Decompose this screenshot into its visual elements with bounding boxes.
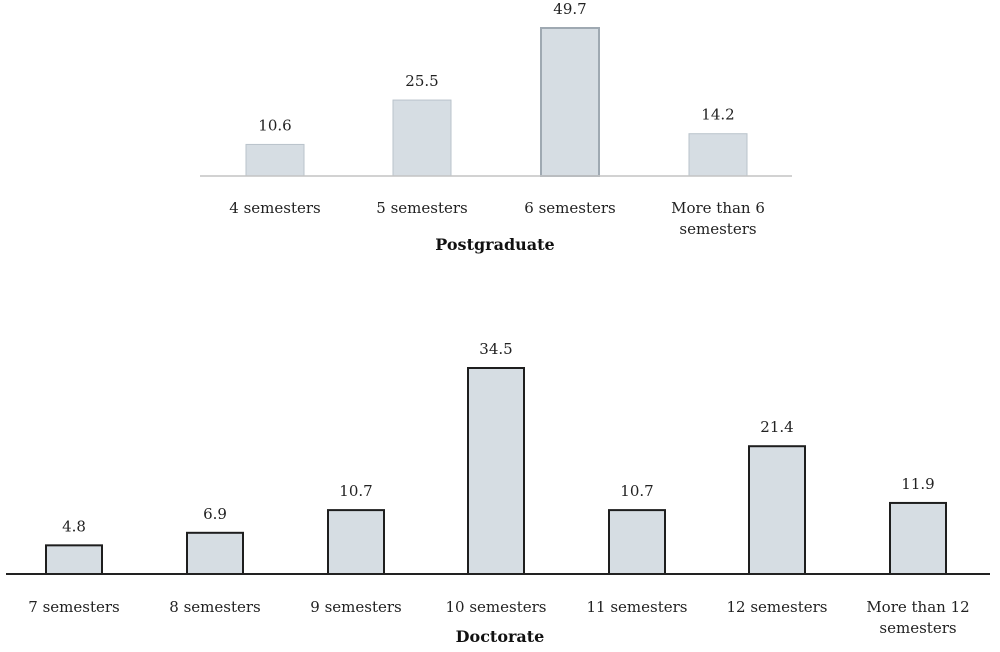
doctorate-value-label-2: 6.9	[203, 505, 227, 523]
doctorate-value-label-3: 10.7	[339, 482, 372, 500]
doctorate-value-label-6: 21.4	[760, 418, 793, 436]
doctorate-category-label-7: More than 12 semesters	[866, 598, 969, 637]
postgraduate-title: Postgraduate	[435, 235, 554, 254]
doctorate-value-label-7: 11.9	[901, 475, 934, 493]
doctorate-bar-1	[45, 544, 103, 575]
postgraduate-category-label-1: 4 semesters	[229, 199, 320, 217]
postgraduate-bar-1	[245, 143, 305, 177]
doctorate-value-label-5: 10.7	[620, 482, 653, 500]
doctorate-bar-5	[608, 509, 666, 575]
doctorate-bar-2	[186, 531, 244, 575]
postgraduate-category-label-3: 6 semesters	[524, 199, 615, 217]
doctorate-category-label-6: 12 semesters	[726, 598, 827, 616]
doctorate-chart: 4.8 7 semesters 6.9 8 semesters 10.7 9 semest…	[6, 340, 990, 646]
postgraduate-value-label-4: 14.2	[701, 106, 734, 124]
doctorate-bar-4	[467, 367, 525, 575]
postgraduate-bar-2	[392, 99, 452, 177]
postgraduate-chart: 10.6 4 semesters 25.5 5 semesters 49.7 6 seme…	[200, 0, 792, 254]
doctorate-category-label-3: 9 semesters	[310, 598, 401, 616]
postgraduate-value-label-2: 25.5	[405, 72, 438, 90]
doctorate-value-label-4: 34.5	[479, 340, 512, 358]
doctorate-category-label-5: 11 semesters	[586, 598, 687, 616]
doctorate-title: Doctorate	[456, 627, 545, 646]
doctorate-bar-6	[748, 445, 806, 575]
doctorate-category-label-1: 7 semesters	[28, 598, 119, 616]
postgraduate-category-label-4: More than 6 semesters	[671, 199, 765, 238]
postgraduate-bar-3	[540, 27, 600, 177]
doctorate-bar-3	[327, 509, 385, 575]
postgraduate-value-label-1: 10.6	[258, 116, 291, 134]
doctorate-value-label-1: 4.8	[62, 517, 86, 535]
doctorate-bar-7	[889, 501, 947, 575]
doctorate-category-label-2: 8 semesters	[169, 598, 260, 616]
postgraduate-bar-4	[688, 133, 748, 177]
postgraduate-category-label-2: 5 semesters	[376, 199, 467, 217]
postgraduate-value-label-3: 49.7	[553, 0, 586, 18]
doctorate-category-label-4: 10 semesters	[445, 598, 546, 616]
